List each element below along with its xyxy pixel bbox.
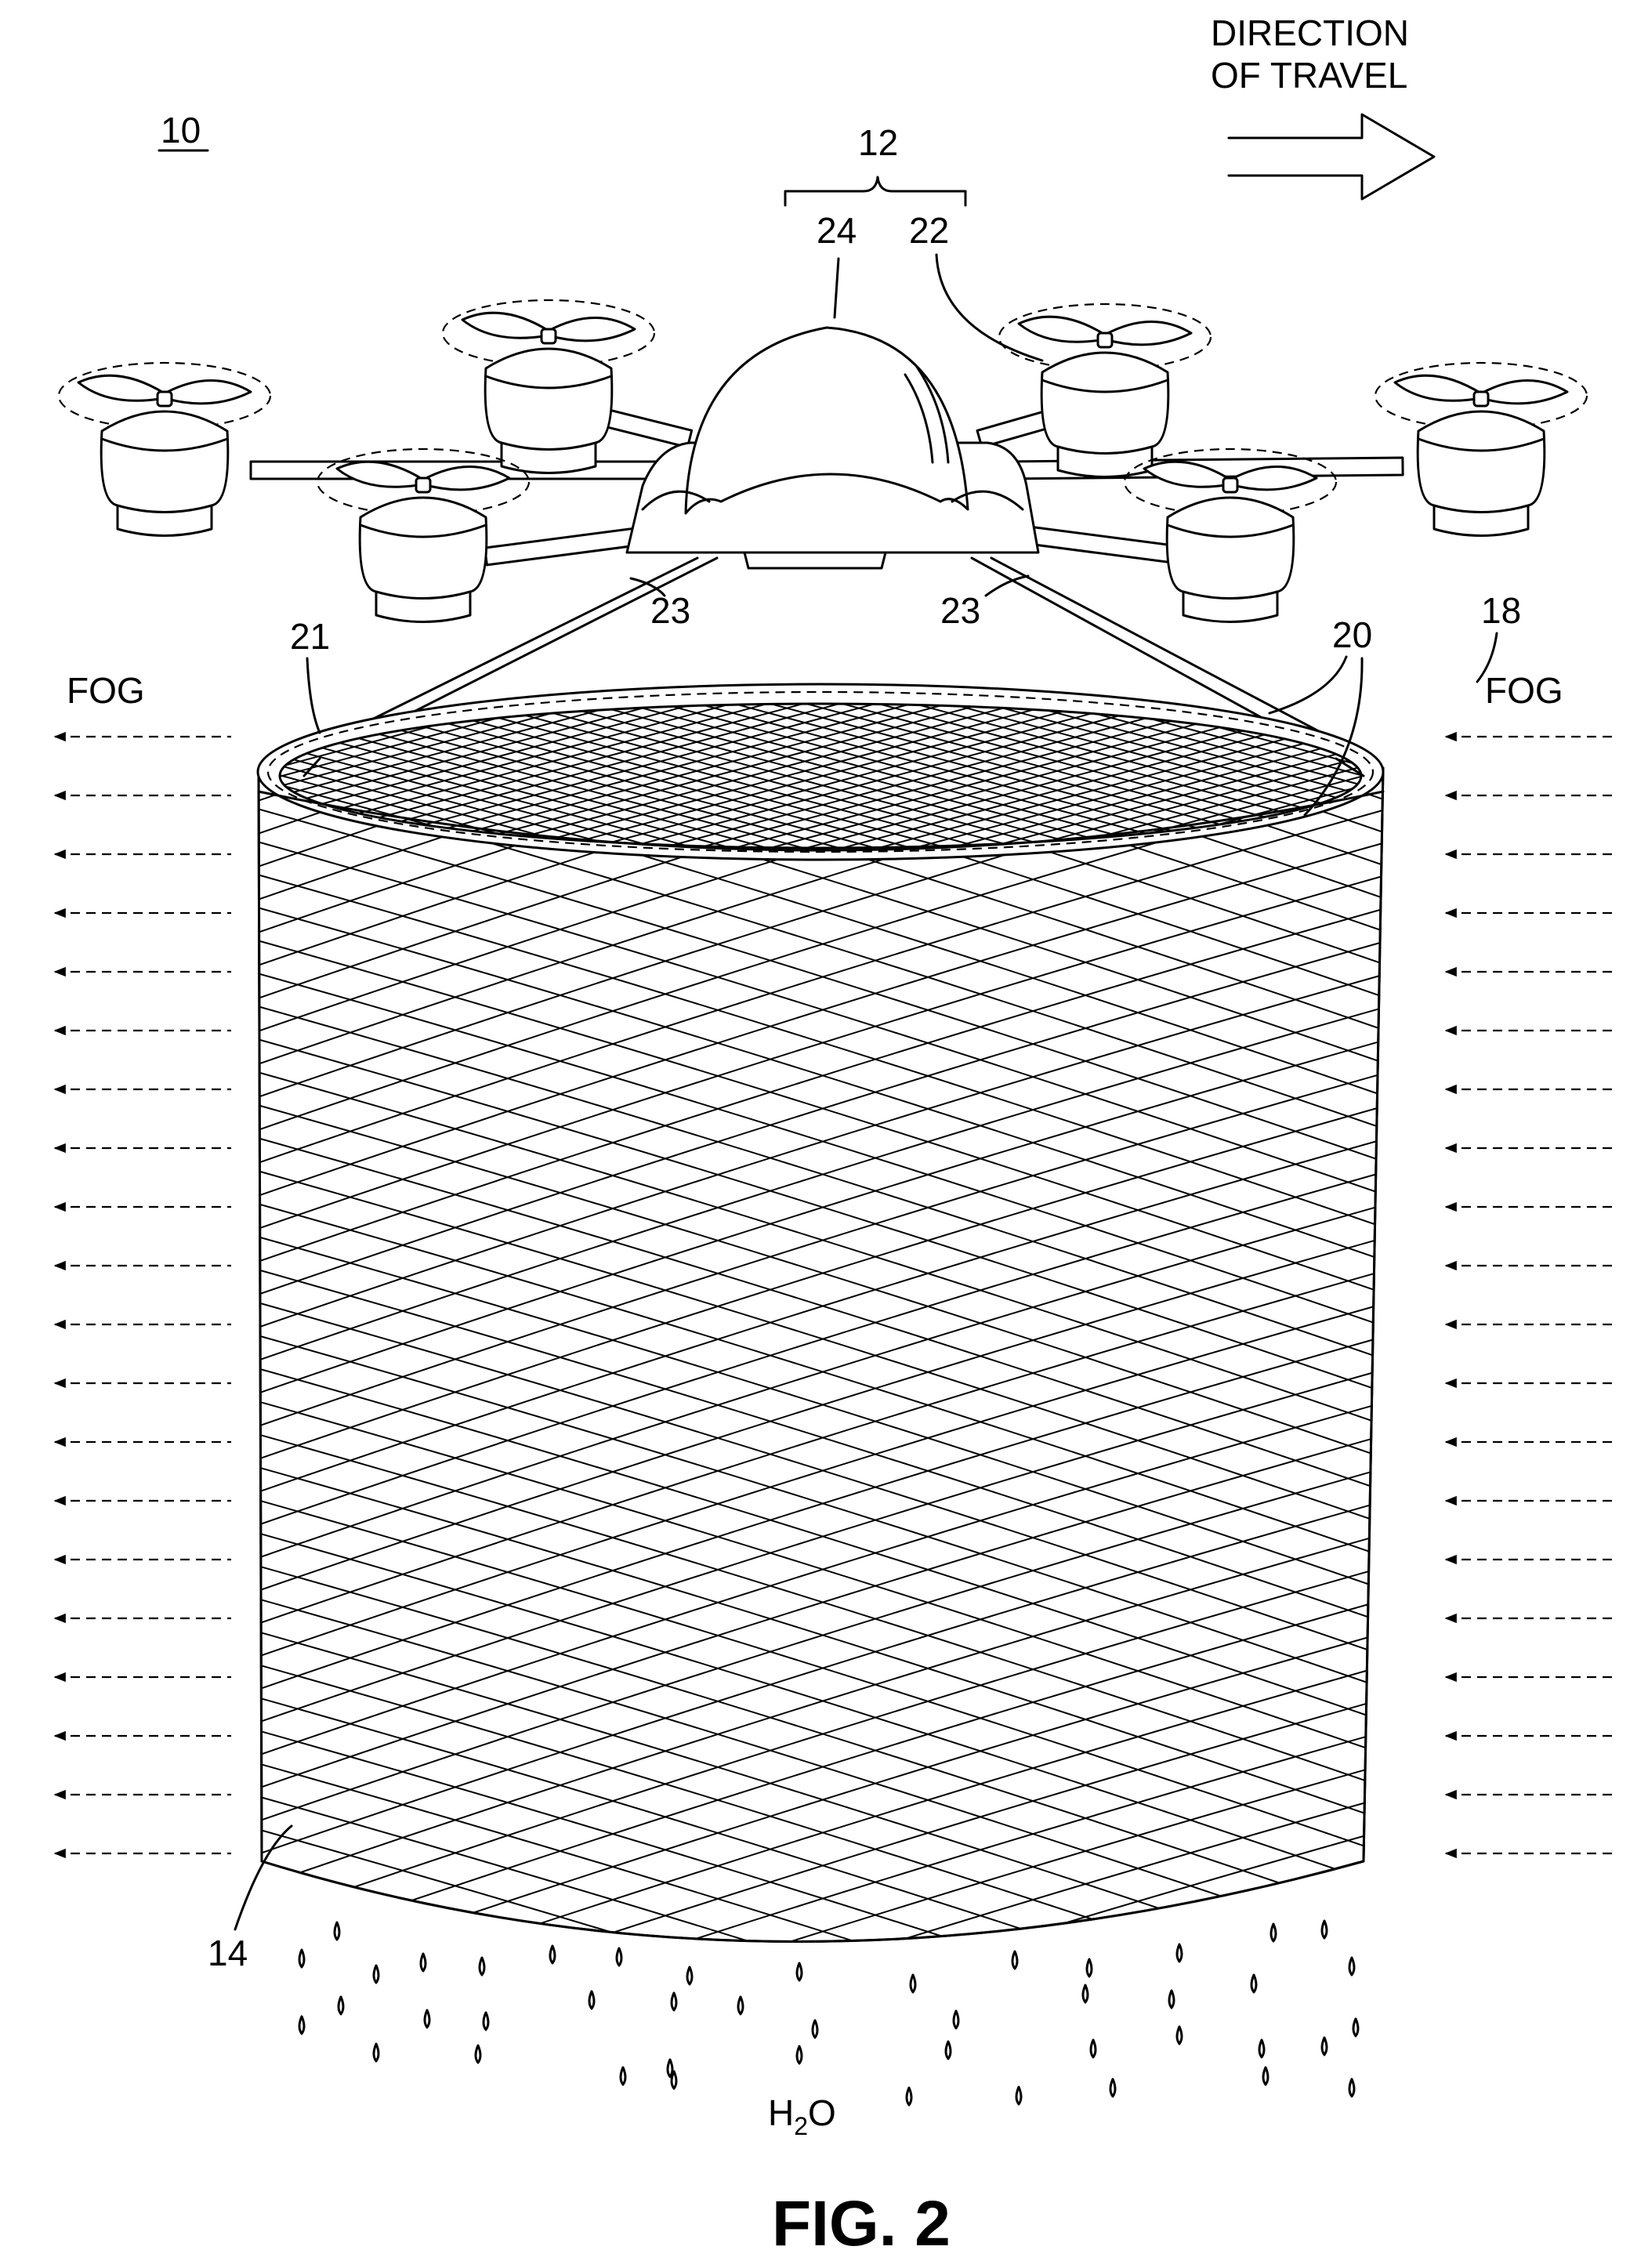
ref-ring-label: 20 bbox=[1332, 614, 1372, 655]
water-droplet bbox=[946, 2042, 951, 2059]
water-droplet bbox=[550, 1946, 555, 1963]
water-droplet bbox=[480, 1958, 484, 1975]
rotor-blade bbox=[1105, 321, 1191, 344]
drone bbox=[59, 255, 1587, 622]
support-ring bbox=[0, 684, 1648, 862]
water-droplet bbox=[1091, 2040, 1096, 2057]
water-droplet bbox=[484, 2013, 488, 2030]
water-droplet bbox=[374, 1965, 378, 1983]
water-droplet bbox=[1087, 1959, 1092, 1976]
water-droplet bbox=[1016, 2087, 1021, 2104]
rotor-hub bbox=[1223, 478, 1237, 492]
water-droplet bbox=[813, 2020, 817, 2038]
water-droplet bbox=[1110, 2079, 1115, 2096]
water-label: H2O bbox=[768, 2092, 836, 2140]
water-droplet bbox=[1349, 2079, 1354, 2096]
water-droplets bbox=[299, 1921, 1358, 2105]
ref-mesh-label: 14 bbox=[208, 1933, 248, 1973]
water-droplet bbox=[476, 2045, 480, 2063]
rotor-blade bbox=[549, 317, 635, 340]
ref-tether-right-label: 23 bbox=[940, 590, 980, 631]
rotor-blade bbox=[1395, 375, 1481, 400]
water-droplet bbox=[1177, 2027, 1182, 2044]
fog-label-right: FOG bbox=[1485, 670, 1563, 711]
water-droplet bbox=[1169, 1991, 1174, 2008]
water-droplet bbox=[621, 2067, 625, 2085]
motor-housing bbox=[101, 411, 228, 513]
ref-frame-leader bbox=[936, 255, 1042, 360]
ref-housing-leader bbox=[835, 259, 838, 317]
ref-frame-label: 22 bbox=[909, 210, 949, 251]
drone-brace bbox=[785, 177, 965, 205]
ref-system-label: 10 bbox=[161, 110, 201, 150]
direction-arrow bbox=[1229, 114, 1434, 199]
water-droplet bbox=[1251, 1975, 1256, 1992]
water-droplet bbox=[421, 1954, 426, 1971]
motor-housing bbox=[360, 498, 487, 599]
rotor-blade bbox=[462, 313, 549, 338]
water-droplet bbox=[738, 1997, 743, 2014]
ref-rim-label: 21 bbox=[290, 616, 330, 657]
drone-underside-plate bbox=[744, 553, 886, 568]
water-droplet bbox=[797, 1963, 802, 1980]
figure-caption: FIG. 2 bbox=[772, 2188, 951, 2259]
water-droplet bbox=[1322, 1921, 1327, 1938]
direction-label-line2: OF TRAVEL bbox=[1211, 55, 1407, 96]
water-droplet bbox=[907, 2088, 911, 2105]
rotor-blade bbox=[78, 375, 165, 400]
rotor-hub bbox=[1474, 392, 1488, 406]
water-droplet bbox=[1177, 1944, 1182, 1962]
ref-housing-label: 24 bbox=[817, 210, 857, 251]
water-droplet bbox=[1349, 1958, 1354, 1975]
rotor-blade bbox=[1481, 380, 1567, 403]
water-droplet bbox=[589, 1991, 594, 2009]
water-droplet bbox=[1263, 2067, 1268, 2085]
water-droplet bbox=[1322, 2038, 1327, 2055]
water-droplet bbox=[797, 2046, 802, 2063]
motor-housing bbox=[1418, 411, 1545, 513]
water-droplet bbox=[687, 1967, 692, 1984]
water-droplet bbox=[954, 2011, 958, 2028]
water-droplet bbox=[672, 2071, 676, 2089]
rotor-blade bbox=[165, 380, 251, 403]
fog-label-left: FOG bbox=[67, 670, 145, 711]
water-droplet bbox=[335, 1922, 339, 1940]
rotor-hub bbox=[416, 478, 430, 492]
motor-housing bbox=[1041, 353, 1168, 454]
water-droplet bbox=[1353, 2019, 1358, 2036]
rotor-hub bbox=[1098, 333, 1112, 347]
water-droplet bbox=[911, 1975, 915, 1992]
ref-ring-leader-1 bbox=[1270, 657, 1346, 713]
ref-fog-label: 18 bbox=[1481, 590, 1521, 631]
water-droplet bbox=[299, 2016, 304, 2034]
water-droplet bbox=[425, 2010, 429, 2027]
water-droplet bbox=[672, 1993, 676, 2010]
water-droplet bbox=[617, 1948, 621, 1965]
water-droplet bbox=[1259, 2040, 1264, 2057]
rotor-blade bbox=[1019, 317, 1105, 342]
ref-tether-left-label: 23 bbox=[650, 590, 690, 631]
water-droplet bbox=[1271, 1924, 1276, 1941]
motor-housing bbox=[485, 349, 612, 450]
rotor-hub bbox=[541, 329, 556, 343]
ref-drone-label: 12 bbox=[858, 122, 898, 163]
water-droplet bbox=[1012, 1951, 1017, 1969]
ref-rim-leader bbox=[307, 658, 320, 733]
water-droplet bbox=[1083, 1985, 1088, 2002]
water-droplet bbox=[339, 1997, 343, 2014]
water-droplet bbox=[299, 1950, 304, 1967]
direction-label-line1: DIRECTION bbox=[1211, 13, 1409, 53]
water-droplet bbox=[374, 2044, 378, 2061]
motor-housing bbox=[1167, 498, 1294, 599]
rotor-hub bbox=[158, 392, 172, 406]
